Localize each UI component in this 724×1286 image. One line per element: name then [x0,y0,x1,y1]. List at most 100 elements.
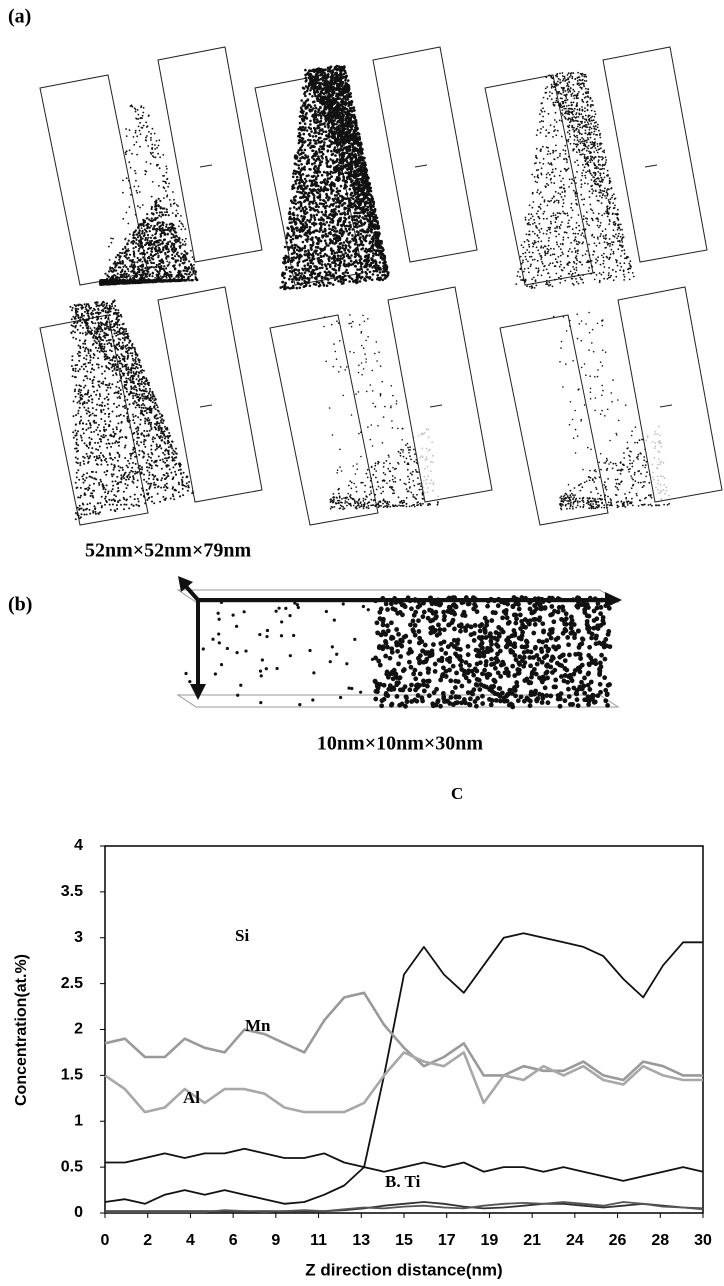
atom [142,115,144,117]
atom [144,267,146,269]
atom [140,236,142,238]
atom [306,219,309,222]
atom [336,126,339,129]
atom [353,280,356,283]
atom [328,224,331,227]
atom [284,246,287,249]
atom [109,259,111,261]
atom [314,165,317,168]
atom [315,107,318,110]
atom [342,272,345,275]
atom [148,242,150,244]
atom [303,194,306,197]
atom [173,246,175,248]
atom [359,145,362,148]
atom [341,204,344,207]
atom [344,79,347,82]
atom [159,244,161,246]
atom [132,243,134,245]
atom [173,229,175,231]
atom [373,270,376,273]
atom [149,273,151,275]
atom [152,246,154,248]
atom [134,261,136,263]
atom [335,194,338,197]
atom [173,266,175,268]
atom [317,253,320,256]
atom [332,108,335,111]
atom [125,128,127,130]
atom [135,239,137,241]
atom [296,179,299,182]
atom [179,242,181,244]
atom [335,230,338,233]
atom [355,161,358,164]
atom [154,233,156,235]
atom [285,237,288,240]
atom [169,199,171,201]
atom [357,206,360,209]
atom [109,268,111,270]
atom [317,77,320,80]
atom [327,106,330,109]
atom [314,140,317,143]
atom [162,229,164,231]
atom [296,287,299,290]
atom [353,216,356,219]
atom [167,186,169,188]
atom [310,214,313,217]
atom [305,113,308,116]
atom [385,268,388,271]
atom [327,67,330,70]
atom [111,242,113,244]
atom [161,211,163,213]
atom [340,123,343,126]
atom [352,107,355,110]
atom [289,287,292,290]
atom [300,179,303,182]
atom [135,242,137,244]
atom [361,152,364,155]
atom [129,187,131,189]
atom [136,234,138,236]
atom [170,203,172,205]
atom [321,266,324,269]
atom [306,211,309,214]
atom [360,233,363,236]
atom [303,93,306,96]
atom [142,112,144,114]
atom [302,120,305,123]
atom [286,234,289,237]
atom [347,98,350,101]
atom [384,274,387,277]
atom [347,205,350,208]
atom [330,150,333,153]
atom [158,198,160,200]
atom [128,270,130,272]
atom [140,133,142,135]
atom [305,284,308,287]
atom [320,82,323,85]
atom [370,194,373,197]
atom [291,246,294,249]
atom [334,98,337,101]
atom [337,117,340,120]
atom [144,244,146,246]
atom [332,228,335,231]
atom [176,274,178,276]
atom [311,156,314,159]
atom [348,256,351,259]
atom [159,268,161,270]
atom [302,110,305,113]
atom [158,277,160,279]
atom [364,271,367,274]
atom [163,175,165,177]
atom [141,127,143,129]
atom [187,278,189,280]
atom [139,224,141,226]
atom [317,139,320,142]
atom [178,237,180,239]
atom [172,212,174,214]
atom [156,165,158,167]
atom [156,250,158,252]
